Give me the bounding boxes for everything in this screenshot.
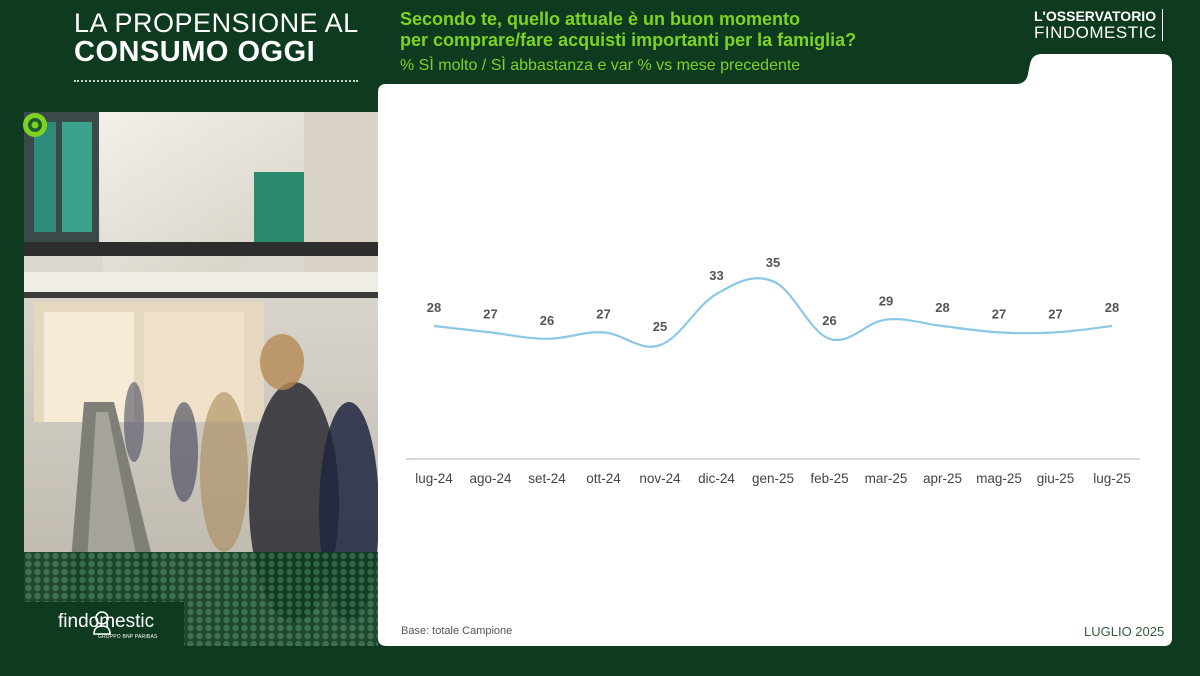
mall-photo (24, 112, 378, 646)
page-title-line-2: CONSUMO OGGI (74, 36, 316, 68)
report-date: LUGLIO 2025 (1084, 624, 1165, 639)
data-label-ott-24: 27 (596, 306, 610, 321)
x-tick-label-mar-25: mar-25 (865, 471, 908, 486)
brand-line-1: L'OSSERVATORIO (1034, 8, 1157, 24)
x-tick-label-feb-25: feb-25 (810, 471, 848, 486)
data-label-mar-25: 29 (879, 294, 893, 309)
x-tick-label-lug-24: lug-24 (415, 471, 453, 486)
data-label-dic-24: 33 (709, 268, 723, 283)
findomestic-logo-tagline: GRUPPO BNP PARIBAS (98, 634, 158, 640)
findomestic-logo-text: findomestic (58, 611, 155, 632)
findomestic-logo-icon (93, 611, 111, 635)
chart-question: Secondo te, quello attuale è un buon mom… (400, 9, 856, 51)
x-tick-label-dic-24: dic-24 (698, 471, 735, 486)
brand-logo: L'OSSERVATORIO FINDOMESTIC (1034, 8, 1163, 42)
line-chart: 28 lug-24 27 ago-24 26 set-24 27 ott-24 25 nov-24… (406, 255, 1140, 486)
data-label-feb-25: 26 (822, 313, 836, 328)
question-line-2: per comprare/fare acquisti importanti pe… (400, 30, 857, 50)
data-label-giu-25: 27 (1048, 306, 1062, 321)
data-label-lug-24: 28 (427, 300, 441, 315)
x-tick-label-ago-24: ago-24 (469, 471, 512, 486)
x-tick-label-giu-25: giu-25 (1037, 471, 1075, 486)
data-label-gen-25: 35 (766, 255, 780, 270)
x-tick-label-mag-25: mag-25 (976, 471, 1022, 486)
x-tick-label-nov-24: nov-24 (639, 471, 681, 486)
x-tick-label-gen-25: gen-25 (752, 471, 794, 486)
question-line-1: Secondo te, quello attuale è un buon mom… (400, 9, 801, 29)
data-label-set-24: 26 (540, 313, 554, 328)
x-tick-label-set-24: set-24 (528, 471, 566, 486)
base-note: Base: totale Campione (401, 625, 513, 637)
page-title-line-1: LA PROPENSIONE AL (74, 8, 359, 38)
data-label-ago-24: 27 (483, 306, 497, 321)
chart-subtitle: % SÌ molto / SÌ abbastanza e var % vs me… (400, 57, 801, 74)
title-divider (74, 80, 358, 82)
data-label-mag-25: 27 (992, 306, 1006, 321)
x-tick-label-lug-25: lug-25 (1093, 471, 1131, 486)
brand-line-2: FINDOMESTIC (1034, 23, 1157, 42)
data-label-apr-25: 28 (935, 300, 949, 315)
x-tick-label-apr-25: apr-25 (923, 471, 962, 486)
eye-icon (23, 113, 47, 137)
x-tick-label-ott-24: ott-24 (586, 471, 621, 486)
series-line (433, 277, 1113, 348)
data-label-nov-24: 25 (653, 319, 667, 334)
chart-panel-background (378, 54, 1172, 646)
data-label-lug-25: 28 (1105, 300, 1119, 315)
